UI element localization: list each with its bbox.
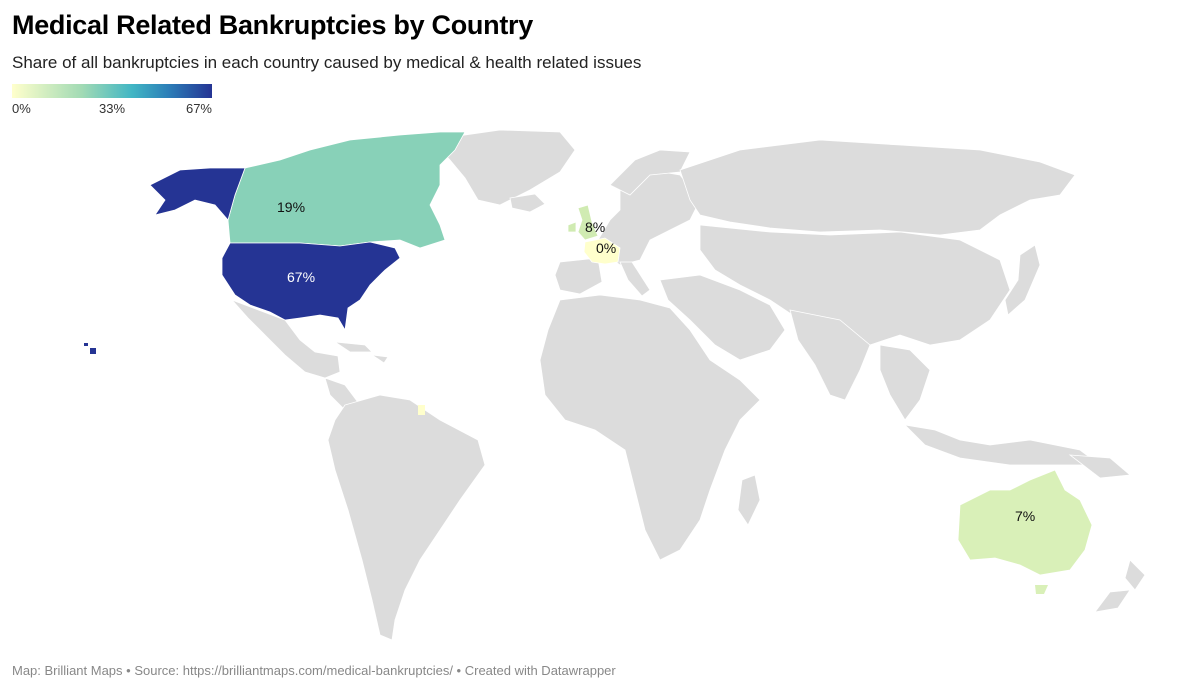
region-russia[interactable] (679, 139, 1076, 236)
country-japan[interactable] (1004, 244, 1041, 316)
country-mexico[interactable] (231, 299, 341, 379)
country-new-zealand[interactable] (1094, 559, 1146, 613)
country-usa-alaska[interactable] (149, 167, 246, 221)
country-papua-new-guinea[interactable] (1068, 454, 1131, 479)
source-note: Map: Brilliant Maps • Source: https://br… (12, 663, 616, 678)
country-iceland[interactable] (509, 193, 546, 213)
region-caribbean[interactable] (334, 341, 389, 364)
label-australia: 7% (1015, 508, 1035, 524)
legend-max-label: 67% (185, 101, 212, 116)
value-labels: 67% 19% 8% 0% 7% (277, 199, 1035, 524)
label-usa: 67% (287, 269, 315, 285)
country-australia-tasmania[interactable] (1035, 585, 1048, 594)
no-data-countries (231, 129, 1146, 641)
region-middle-east[interactable] (659, 274, 786, 361)
country-usa-hawaii[interactable] (84, 343, 96, 354)
country-brazil-region[interactable] (327, 394, 486, 641)
country-india[interactable] (789, 309, 871, 401)
legend-mid-label: 33% (99, 101, 126, 116)
country-usa[interactable] (221, 241, 401, 332)
country-spain[interactable] (554, 257, 603, 295)
world-map: 67% 19% 8% 0% 7% (84, 129, 1146, 641)
region-southeast-asia[interactable] (879, 344, 931, 421)
map-title: Medical Related Bankruptcies by Country (12, 10, 533, 40)
data-countries (84, 131, 1093, 594)
region-central-asia-china[interactable] (699, 224, 1011, 346)
label-canada: 19% (277, 199, 305, 215)
color-legend: 0% 33% 67% (12, 84, 212, 120)
region-indonesia[interactable] (903, 424, 1102, 466)
legend-min-label: 0% (12, 101, 31, 116)
country-australia[interactable] (957, 469, 1093, 576)
map-subtitle: Share of all bankruptcies in each countr… (12, 53, 642, 72)
region-scandinavia[interactable] (609, 149, 691, 196)
region-africa[interactable] (539, 294, 761, 561)
label-uk: 8% (585, 219, 605, 235)
country-greenland[interactable] (429, 129, 576, 206)
country-canada[interactable] (227, 131, 466, 249)
label-france: 0% (596, 240, 616, 256)
country-french-guiana[interactable] (418, 405, 425, 415)
country-madagascar[interactable] (737, 474, 761, 526)
country-italy[interactable] (619, 261, 651, 297)
country-uk[interactable] (567, 204, 599, 241)
legend-gradient-bar (12, 84, 212, 98)
country-france[interactable] (583, 237, 621, 265)
